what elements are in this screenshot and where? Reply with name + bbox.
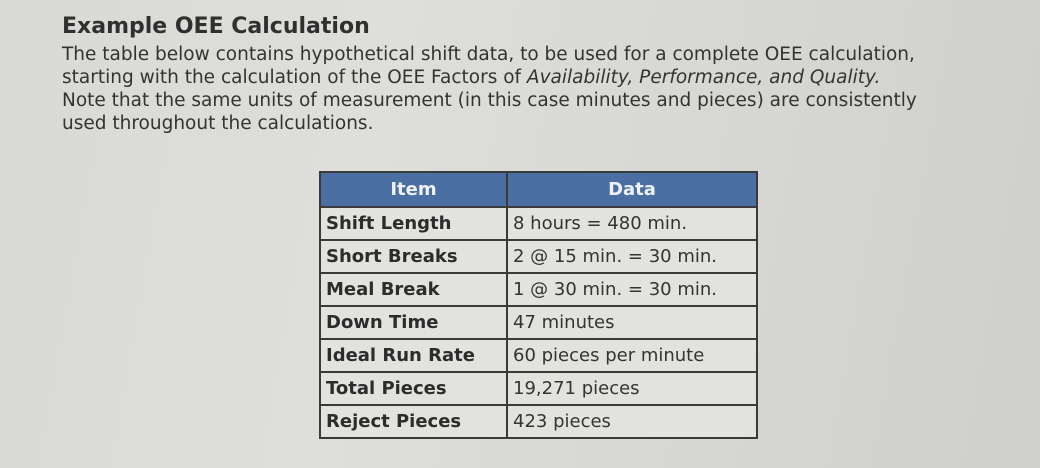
table-row: Meal Break 1 @ 30 min. = 30 min.: [319, 272, 758, 307]
row-item: Short Breaks: [319, 239, 508, 274]
table-row: Shift Length 8 hours = 480 min.: [319, 206, 758, 241]
row-data: 1 @ 30 min. = 30 min.: [506, 272, 758, 307]
table-row: Short Breaks 2 @ 15 min. = 30 min.: [319, 239, 758, 274]
table-row: Ideal Run Rate 60 pieces per minute: [319, 338, 758, 373]
row-item: Shift Length: [319, 206, 508, 241]
header-data: Data: [506, 171, 758, 208]
intro-line-2-italic: Availability, Performance, and Quality.: [526, 67, 881, 88]
row-data: 60 pieces per minute: [506, 338, 758, 373]
row-item: Down Time: [319, 305, 508, 340]
row-item: Ideal Run Rate: [319, 338, 508, 373]
table-row: Total Pieces 19,271 pieces: [319, 371, 758, 406]
header-item: Item: [319, 171, 508, 208]
oee-data-table: Item Data Shift Length 8 hours = 480 min…: [319, 171, 758, 439]
row-data: 19,271 pieces: [506, 371, 758, 406]
section-heading: Example OEE Calculation: [62, 14, 370, 39]
intro-line-1: The table below contains hypothetical sh…: [62, 44, 915, 65]
intro-paragraph: The table below contains hypothetical sh…: [62, 43, 1022, 135]
row-item: Reject Pieces: [319, 404, 508, 439]
row-data: 2 @ 15 min. = 30 min.: [506, 239, 758, 274]
intro-line-2: starting with the calculation of the OEE…: [62, 66, 1022, 89]
row-item: Meal Break: [319, 272, 508, 307]
row-data: 423 pieces: [506, 404, 758, 439]
table-row: Down Time 47 minutes: [319, 305, 758, 340]
row-data: 8 hours = 480 min.: [506, 206, 758, 241]
intro-line-4: used throughout the calculations.: [62, 113, 374, 134]
intro-line-3: Note that the same units of measurement …: [62, 90, 917, 111]
table-header-row: Item Data: [319, 171, 758, 208]
table-row: Reject Pieces 423 pieces: [319, 404, 758, 439]
row-data: 47 minutes: [506, 305, 758, 340]
intro-line-2-text: starting with the calculation of the OEE…: [62, 67, 527, 88]
row-item: Total Pieces: [319, 371, 508, 406]
